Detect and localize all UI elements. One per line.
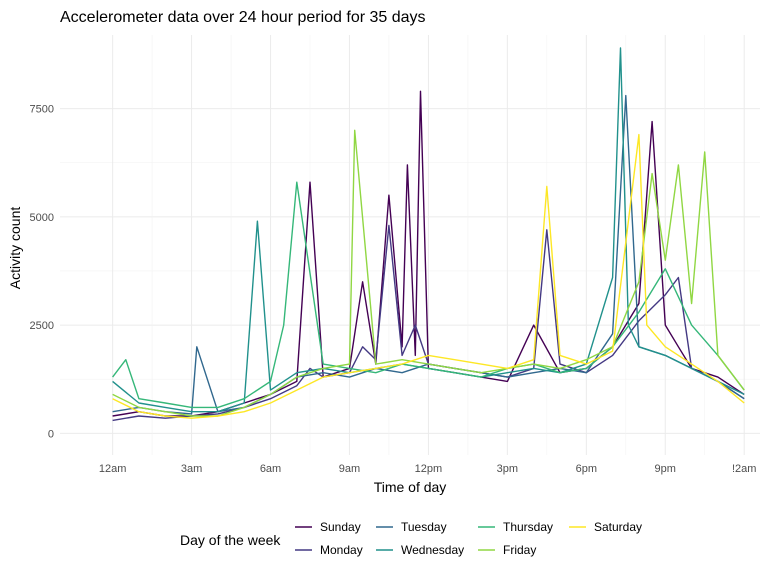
x-tick-label: 12am [99,463,127,475]
legend: Day of the week Sunday Monday Tuesday Wedne… [180,520,642,557]
series-line-saturday [112,133,745,419]
legend-label-friday: Friday [503,543,536,557]
x-tick-label: 6pm [576,463,597,475]
series-layer [112,47,745,422]
x-tick-label: 6am [260,463,281,475]
x-tick-label: 9pm [655,463,676,475]
grid-lines [60,35,760,455]
series-line-friday [112,129,745,417]
y-axis-title: Activity count [7,207,23,290]
legend-label-saturday: Saturday [594,520,642,534]
x-tick-label: 3am [181,463,202,475]
series-line-sunday [112,90,745,417]
y-tick-label: 0 [48,428,54,440]
x-tick-label: !2am [732,463,756,475]
x-tick-label: 3pm [497,463,518,475]
legend-label-sunday: Sunday [320,520,361,534]
x-axis-ticks: 12am 3am 6am 9am 12pm 3pm 6pm 9pm !2am [99,463,757,475]
x-tick-label: 9am [339,463,360,475]
legend-label-wednesday: Wednesday [401,543,464,557]
y-tick-label: 2500 [30,320,54,332]
y-tick-label: 5000 [30,212,54,224]
chart-title: Accelerometer data over 24 hour period f… [60,9,426,26]
legend-label-thursday: Thursday [503,520,553,534]
legend-label-monday: Monday [320,543,363,557]
x-axis-title: Time of day [374,479,447,495]
y-axis-ticks: 0 2500 5000 7500 [30,104,54,441]
legend-title: Day of the week [180,532,281,548]
x-tick-label: 12pm [415,463,443,475]
legend-label-tuesday: Tuesday [401,520,447,534]
y-tick-label: 7500 [30,104,54,116]
